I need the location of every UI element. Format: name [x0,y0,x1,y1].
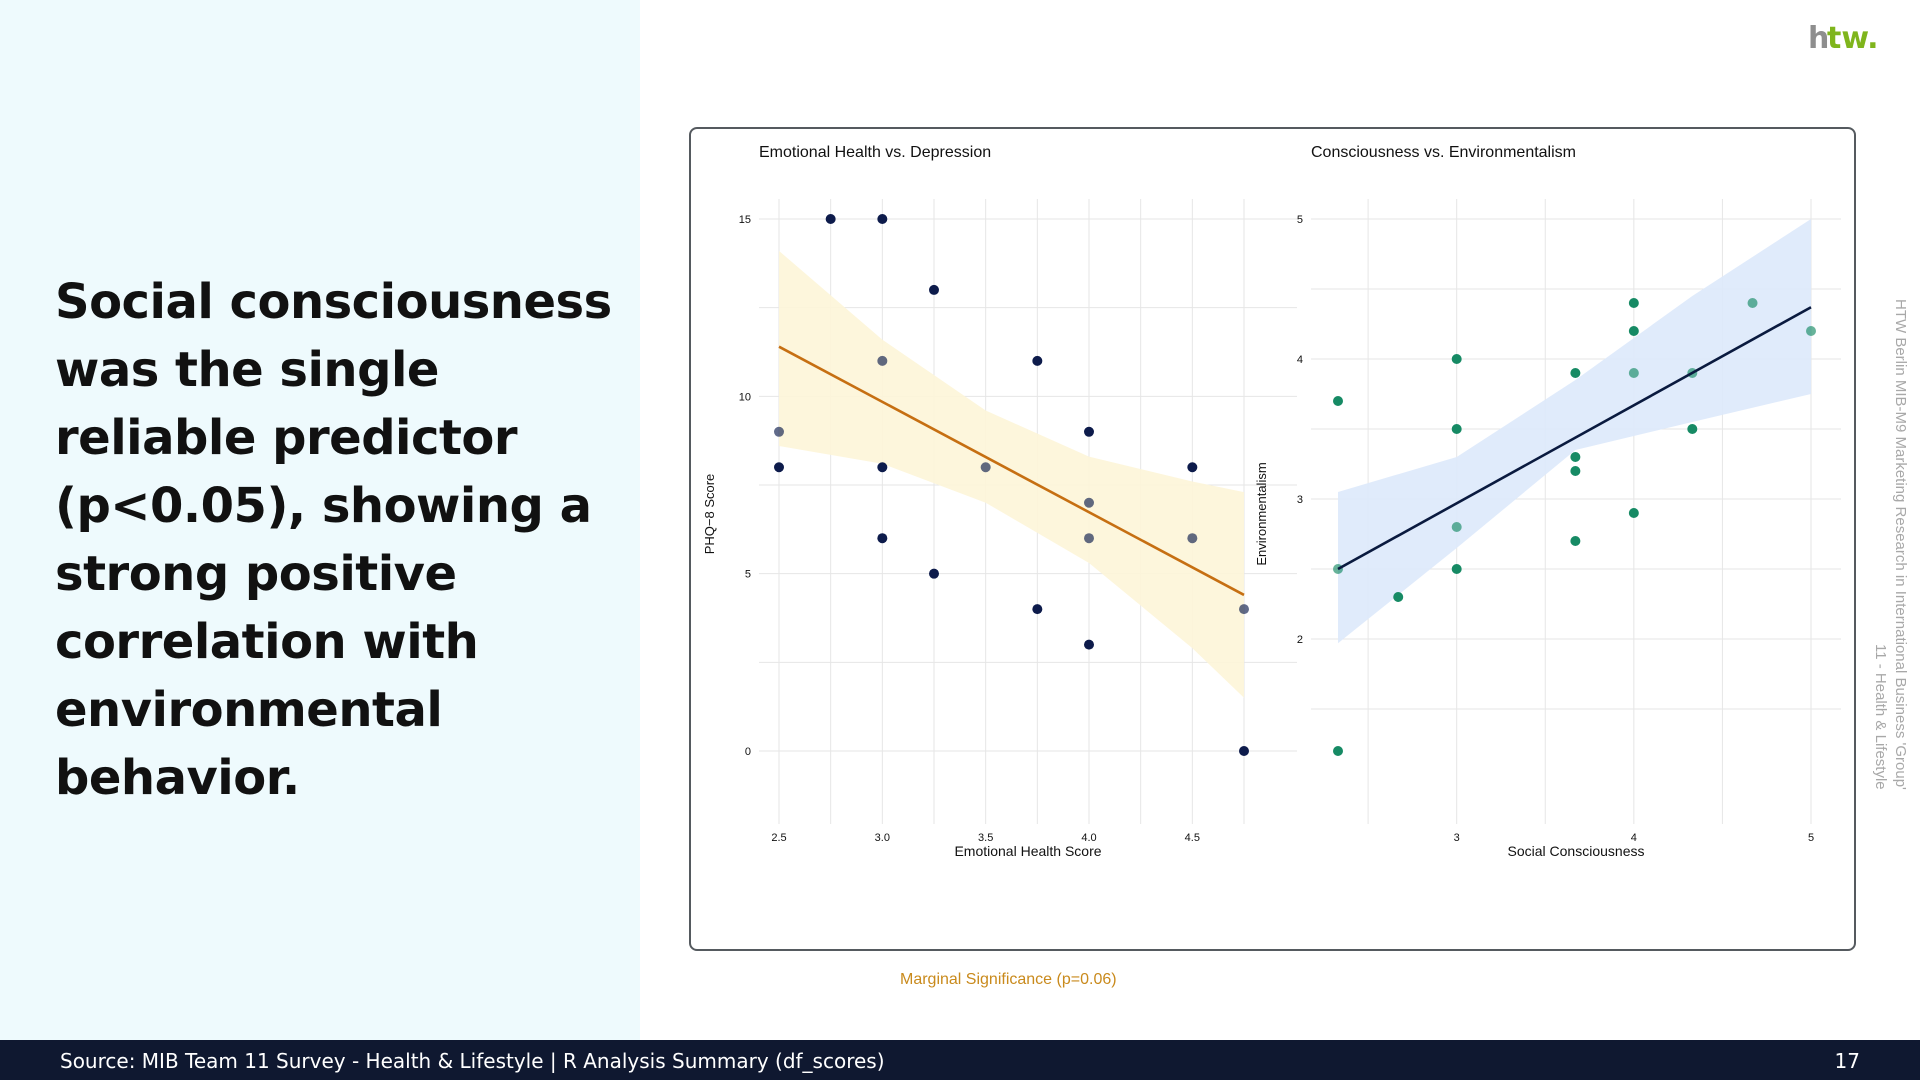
y-tick-label: 4 [1297,354,1303,366]
data-point [1451,424,1462,434]
x-axis-label: Emotional Health Score [954,843,1101,859]
data-point [1747,298,1758,308]
data-point [929,284,939,295]
data-point [1806,326,1816,336]
data-point [825,214,836,224]
x-tick-label: 3.5 [978,832,993,844]
confidence-band [779,250,1244,698]
data-point [1570,452,1581,462]
data-point [1084,533,1094,544]
chart-canvas: 2.5 3.0 3.5 4.0 4.5 0 5 10 15 Emotional Health vs… [702,144,1841,859]
y-tick-label: 5 [1297,214,1303,226]
data-point [877,533,888,544]
data-point [1239,746,1249,756]
data-point [1628,508,1639,518]
x-tick-label: 3 [1454,832,1460,844]
left-panel [0,0,640,1040]
regression-line [778,345,1245,597]
regression-line [1337,306,1812,571]
chart-card: 2.5 3.0 3.5 4.0 4.5 0 5 10 15 Emotional Health vs… [689,127,1856,951]
chart-title: Emotional Health vs. Depression [759,144,991,161]
data-point [1032,355,1043,366]
footer: Source: MIB Team 11 Survey - Health & Li… [0,1040,1920,1080]
data-point [1187,462,1198,473]
data-point [774,426,784,437]
x-axis-label: Social Consciousness [1508,843,1645,859]
data-point [877,462,888,473]
footer-source: Source: MIB Team 11 Survey - Health & Li… [60,1049,885,1073]
x-tick-label: 2.5 [771,832,786,844]
x-tick-label: 4 [1631,832,1637,844]
data-point [1451,522,1462,532]
data-point [1393,592,1404,602]
data-point [1628,326,1639,336]
data-point [877,355,888,366]
x-tick-label: 4.0 [1081,832,1096,844]
y-tick-label: 2 [1297,634,1303,646]
data-point [1628,298,1639,308]
data-point [1570,368,1581,378]
data-point [1187,533,1198,544]
y-tick-label: 3 [1297,494,1303,506]
data-point [1570,466,1581,476]
y-tick-label: 10 [739,391,751,403]
y-tick-label: 5 [745,569,751,581]
data-point [1451,354,1462,364]
x-tick-label: 3.0 [875,832,890,844]
data-point [1084,426,1094,437]
x-tick-label: 4.5 [1185,832,1200,844]
data-point [1084,639,1094,650]
chart-title: Consciousness vs. Environmentalism [1311,144,1576,161]
x-tick-label: 5 [1808,832,1814,844]
page-number: 17 [1834,1049,1860,1073]
y-tick-label: 15 [739,214,751,226]
y-axis-label: PHQ−8 Score [702,474,717,555]
data-point [877,214,888,224]
htw-logo: h tw. [1808,22,1879,52]
y-tick-label: 0 [745,746,751,758]
svg-text:tw.: tw. [1827,22,1879,52]
data-point [1239,604,1249,615]
data-point [1333,746,1343,756]
data-point [1333,396,1343,406]
data-point [1687,424,1698,434]
data-point [980,462,991,473]
confidence-band [1338,219,1811,644]
data-point [774,462,784,473]
data-point [1628,368,1639,378]
svg-text:h: h [1808,22,1829,52]
data-point [929,568,939,579]
data-point [1451,564,1462,574]
side-note: HTW Berlin MIB-M9 Marketing Research in … [1872,299,1909,790]
data-point [1084,497,1094,508]
y-axis-label: Environmentalism [1254,462,1269,565]
data-point [1032,604,1043,615]
significance-caption: Marginal Significance (p=0.06) [900,971,1117,988]
headline: Social consciousness was the single reli… [55,274,612,806]
data-point [1570,536,1581,546]
